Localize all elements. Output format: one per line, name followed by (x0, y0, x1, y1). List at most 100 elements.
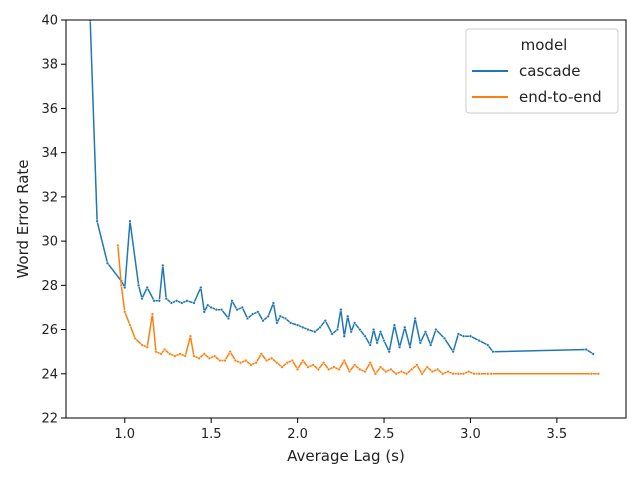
data-point-cascade (397, 345, 402, 349)
data-point-end-to-end (275, 361, 279, 365)
data-point-end-to-end (254, 361, 258, 365)
data-point-cascade (219, 308, 224, 312)
data-point-cascade (584, 347, 588, 352)
data-point-cascade (349, 330, 353, 334)
data-point-end-to-end (441, 372, 445, 376)
data-point-cascade (372, 327, 376, 332)
data-point-end-to-end (486, 372, 490, 376)
data-point-end-to-end (140, 343, 144, 347)
data-point-end-to-end (228, 350, 232, 354)
data-point-end-to-end (461, 372, 466, 376)
data-point-cascade (278, 314, 282, 318)
data-point-cascade (185, 299, 189, 303)
y-tick-label: 34 (41, 146, 58, 161)
data-point-cascade (486, 343, 490, 347)
data-point-cascade (342, 334, 346, 338)
data-point-cascade (140, 296, 144, 301)
data-point-end-to-end (389, 367, 393, 372)
data-point-end-to-end (173, 354, 177, 358)
data-point-end-to-end (327, 367, 331, 372)
data-point-end-to-end (404, 372, 409, 376)
data-point-cascade (335, 327, 340, 332)
data-point-cascade (368, 343, 372, 347)
data-point-cascade (123, 285, 127, 290)
data-point-cascade (256, 310, 260, 314)
data-point-cascade (346, 314, 350, 318)
data-point-cascade (413, 316, 417, 321)
data-point-end-to-end (472, 372, 476, 376)
data-point-end-to-end (435, 367, 440, 372)
data-point-cascade (375, 341, 379, 345)
data-point-cascade (145, 285, 149, 290)
data-point-end-to-end (363, 369, 367, 374)
data-point-end-to-end (384, 369, 388, 374)
data-point-cascade (352, 321, 357, 325)
data-point-cascade (295, 323, 300, 327)
data-point-cascade (245, 316, 250, 321)
data-point-cascade (434, 327, 438, 332)
data-point-cascade (136, 283, 141, 287)
data-point-end-to-end (306, 365, 310, 369)
data-point-cascade (339, 308, 343, 312)
data-point-cascade (358, 327, 362, 332)
data-point-end-to-end (425, 365, 429, 369)
x-tick-label: 3.5 (547, 427, 568, 442)
data-point-cascade (199, 285, 203, 290)
legend-label-end-to-end: end-to-end (519, 88, 602, 106)
x-axis-label: Average Lag (s) (287, 447, 405, 465)
data-point-end-to-end (116, 243, 120, 248)
data-point-end-to-end (159, 352, 163, 356)
data-point-cascade (408, 345, 412, 349)
y-tick-label: 26 (41, 323, 58, 338)
data-point-end-to-end (337, 367, 341, 372)
legend-box (465, 28, 619, 114)
data-point-cascade (318, 325, 322, 329)
data-point-end-to-end (202, 352, 206, 356)
data-point-cascade (266, 314, 270, 318)
x-tick-label: 1.5 (201, 427, 222, 442)
data-point-cascade (180, 301, 184, 305)
legend-title: model (521, 36, 568, 54)
y-tick-label: 40 (41, 14, 58, 29)
x-tick-label: 3.0 (460, 427, 481, 442)
data-point-end-to-end (285, 361, 289, 365)
data-point-cascade (157, 299, 161, 303)
y-tick-label: 22 (41, 412, 58, 427)
data-point-cascade (301, 325, 305, 329)
data-point-end-to-end (244, 358, 248, 363)
data-point-cascade (283, 316, 288, 321)
plot-frame (65, 19, 627, 419)
data-point-cascade (423, 330, 428, 334)
data-point-end-to-end (451, 372, 455, 376)
data-point-cascade (192, 301, 196, 305)
data-point-end-to-end (295, 367, 300, 372)
data-point-end-to-end (154, 350, 158, 354)
data-point-end-to-end (311, 363, 315, 367)
y-tick-label: 30 (41, 235, 58, 250)
data-point-end-to-end (218, 358, 222, 363)
data-point-end-to-end (378, 365, 383, 369)
data-point-cascade (235, 308, 239, 312)
data-point-cascade (451, 350, 455, 354)
data-point-end-to-end (183, 354, 187, 358)
data-point-end-to-end (207, 356, 212, 360)
data-point-cascade (461, 334, 466, 338)
data-point-end-to-end (373, 372, 378, 376)
data-point-cascade (209, 305, 213, 310)
data-point-end-to-end (280, 365, 284, 369)
data-point-end-to-end (352, 363, 357, 367)
data-point-cascade (230, 299, 234, 303)
data-point-cascade (387, 350, 391, 354)
data-point-end-to-end (467, 369, 471, 374)
data-point-cascade (378, 330, 383, 334)
y-tick-label: 36 (41, 102, 58, 117)
data-point-end-to-end (123, 310, 127, 314)
data-point-cascade (491, 350, 495, 354)
data-point-cascade (251, 312, 255, 316)
x-axis-ticks: 1.0 1.5 2.0 2.5 3.0 3.5 (114, 418, 567, 442)
data-point-cascade (429, 343, 433, 347)
data-point-end-to-end (332, 365, 336, 369)
data-point-end-to-end (150, 312, 155, 316)
data-point-end-to-end (321, 361, 326, 365)
